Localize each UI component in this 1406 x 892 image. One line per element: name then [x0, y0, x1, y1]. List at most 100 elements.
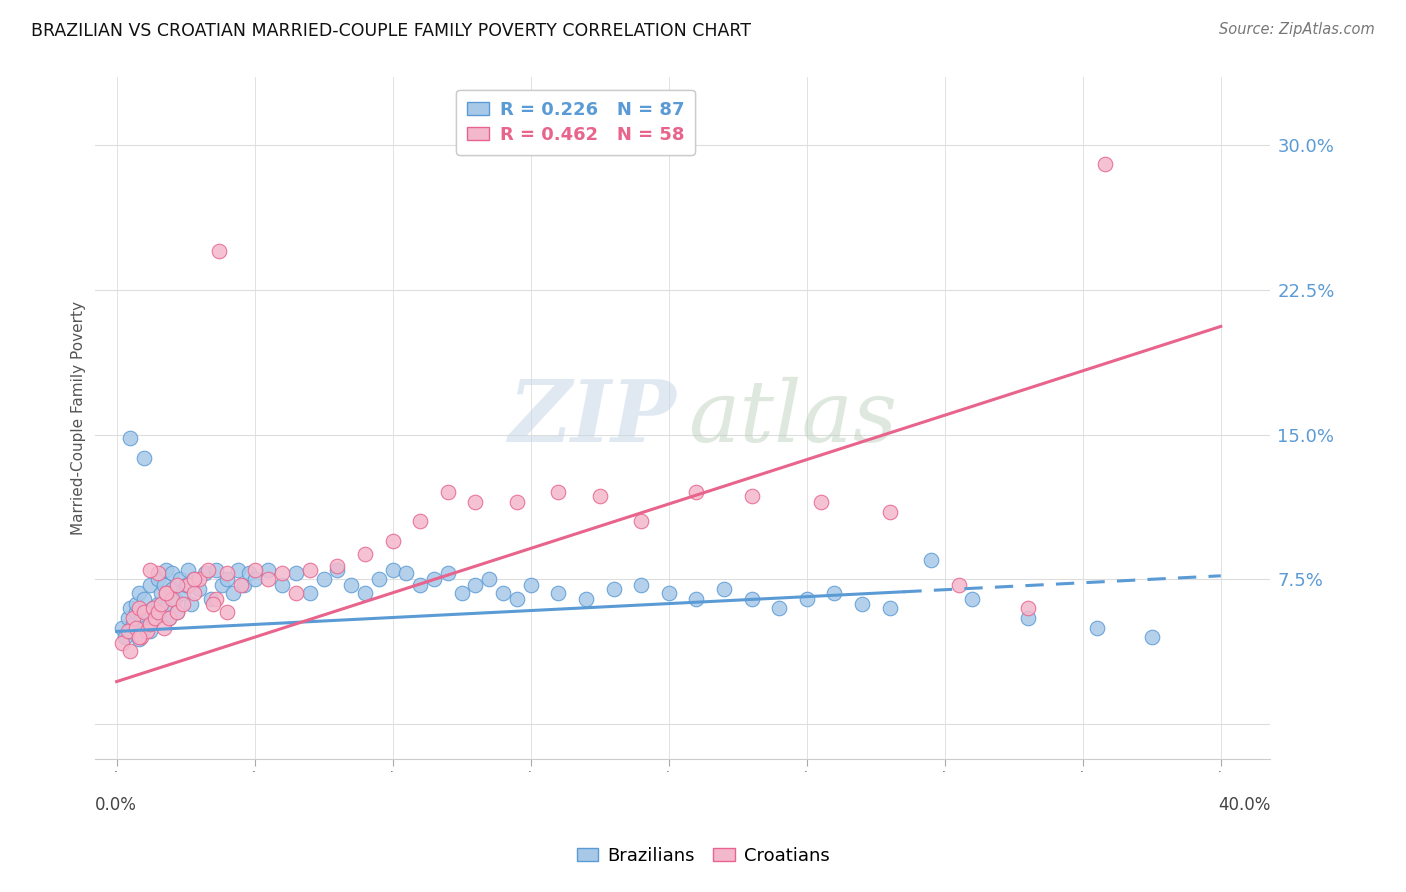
Point	[155, 586, 177, 600]
Point	[136, 624, 159, 639]
Text: 40.0%: 40.0%	[1218, 797, 1271, 814]
Point	[215, 572, 238, 586]
Point	[149, 605, 172, 619]
Point	[464, 578, 486, 592]
Point	[285, 586, 308, 600]
Point	[409, 578, 432, 592]
Point	[920, 553, 942, 567]
Point	[172, 598, 194, 612]
Point	[810, 495, 832, 509]
Point	[177, 563, 200, 577]
Point	[367, 572, 389, 586]
Point	[602, 582, 624, 596]
Point	[131, 630, 153, 644]
Point	[136, 605, 159, 619]
Point	[155, 601, 177, 615]
Point	[155, 586, 177, 600]
Point	[423, 572, 446, 586]
Point	[340, 578, 363, 592]
Point	[879, 601, 901, 615]
Point	[117, 611, 139, 625]
Point	[713, 582, 735, 596]
Point	[139, 616, 162, 631]
Point	[146, 566, 169, 581]
Point	[152, 621, 174, 635]
Point	[312, 572, 335, 586]
Point	[229, 578, 252, 592]
Point	[506, 495, 529, 509]
Point	[381, 533, 404, 548]
Point	[120, 601, 142, 615]
Point	[464, 495, 486, 509]
Point	[157, 611, 180, 625]
Point	[111, 621, 134, 635]
Point	[205, 591, 228, 606]
Point	[120, 643, 142, 657]
Point	[257, 563, 280, 577]
Point	[160, 582, 183, 596]
Point	[149, 586, 172, 600]
Point	[200, 591, 222, 606]
Point	[478, 572, 501, 586]
Legend: Brazilians, Croatians: Brazilians, Croatians	[569, 840, 837, 872]
Point	[125, 621, 148, 635]
Point	[381, 563, 404, 577]
Point	[143, 611, 166, 625]
Point	[128, 632, 150, 646]
Point	[134, 591, 156, 606]
Point	[160, 591, 183, 606]
Text: atlas: atlas	[689, 376, 897, 459]
Point	[326, 558, 349, 573]
Text: 0.0%: 0.0%	[94, 797, 136, 814]
Point	[1017, 601, 1039, 615]
Point	[243, 572, 266, 586]
Point	[354, 586, 377, 600]
Point	[630, 515, 652, 529]
Point	[177, 578, 200, 592]
Point	[202, 598, 225, 612]
Point	[492, 586, 515, 600]
Point	[238, 566, 260, 581]
Point	[271, 578, 294, 592]
Point	[166, 578, 188, 592]
Point	[326, 563, 349, 577]
Point	[879, 505, 901, 519]
Point	[630, 578, 652, 592]
Point	[271, 566, 294, 581]
Point	[160, 566, 183, 581]
Point	[298, 563, 321, 577]
Point	[131, 611, 153, 625]
Point	[134, 621, 156, 635]
Point	[183, 572, 205, 586]
Point	[134, 605, 156, 619]
Point	[685, 485, 707, 500]
Point	[298, 586, 321, 600]
Point	[166, 605, 188, 619]
Point	[120, 624, 142, 639]
Point	[114, 630, 136, 644]
Point	[395, 566, 418, 581]
Point	[1094, 157, 1116, 171]
Point	[243, 563, 266, 577]
Point	[155, 563, 177, 577]
Point	[547, 586, 569, 600]
Point	[1140, 630, 1163, 644]
Point	[146, 598, 169, 612]
Point	[169, 572, 191, 586]
Point	[166, 605, 188, 619]
Point	[152, 578, 174, 592]
Point	[257, 572, 280, 586]
Point	[139, 578, 162, 592]
Point	[120, 431, 142, 445]
Point	[174, 578, 197, 592]
Point	[285, 566, 308, 581]
Point	[437, 566, 460, 581]
Y-axis label: Married-Couple Family Poverty: Married-Couple Family Poverty	[72, 301, 86, 535]
Point	[128, 630, 150, 644]
Point	[172, 586, 194, 600]
Point	[146, 572, 169, 586]
Point	[851, 598, 873, 612]
Point	[197, 563, 219, 577]
Point	[409, 515, 432, 529]
Point	[823, 586, 845, 600]
